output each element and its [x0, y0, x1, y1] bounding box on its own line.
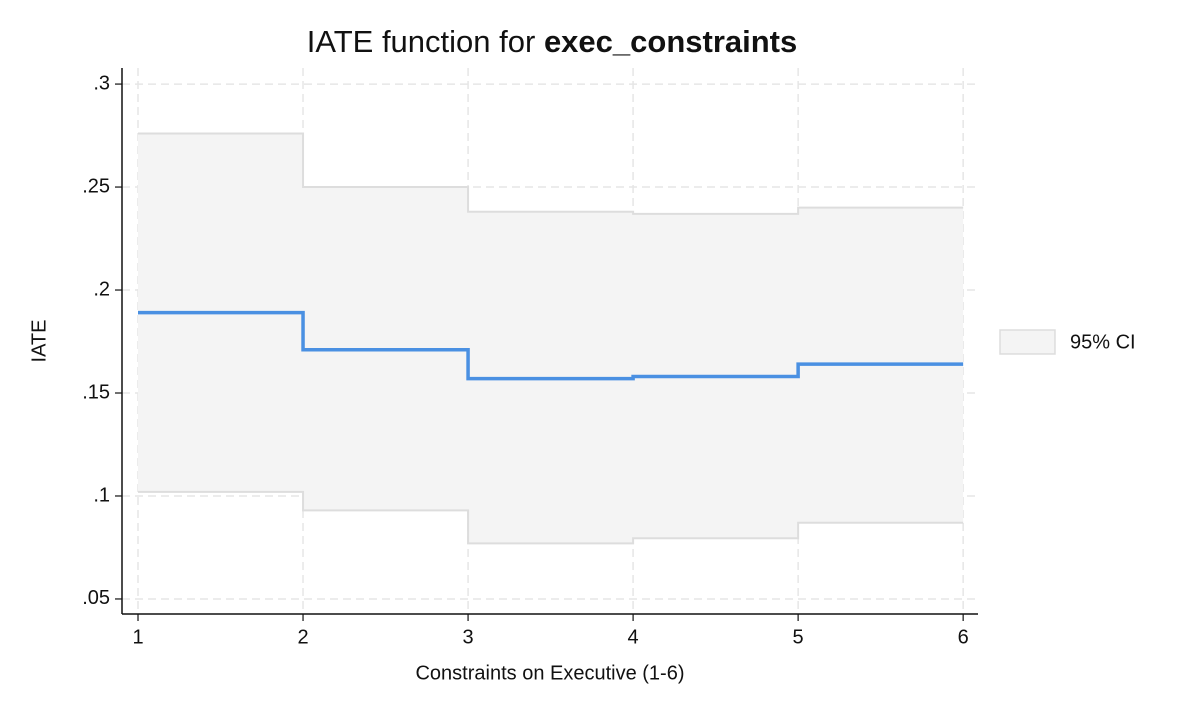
y-tick-label: .2 [93, 278, 110, 300]
y-tick-label: .05 [82, 587, 110, 609]
legend-swatch [999, 329, 1056, 355]
y-axis-label: IATE [28, 320, 50, 363]
x-tick-label: 5 [793, 626, 804, 648]
ci-band [138, 133, 964, 544]
ci-lower [138, 490, 964, 545]
x-tick-label: 4 [628, 626, 639, 648]
x-tick-label: 2 [297, 626, 308, 648]
legend-label: 95% CI [1070, 331, 1136, 353]
y-tick-label: .25 [82, 175, 110, 197]
y-tick-label: .3 [93, 72, 110, 94]
iate-line [138, 310, 964, 381]
title-text: IATE function for [307, 24, 544, 59]
title-bold: exec_constraints [544, 24, 797, 59]
x-axis-label: Constraints on Executive (1-6) [415, 662, 684, 684]
ci-upper [138, 132, 964, 215]
chart-title: IATE function for exec_constraints [307, 24, 798, 59]
x-tick-label: 3 [463, 626, 474, 648]
y-tick-label: .1 [93, 484, 110, 506]
x-tick-label: 1 [132, 626, 143, 648]
y-tick-label: .15 [82, 381, 110, 403]
x-tick-label: 6 [958, 626, 969, 648]
